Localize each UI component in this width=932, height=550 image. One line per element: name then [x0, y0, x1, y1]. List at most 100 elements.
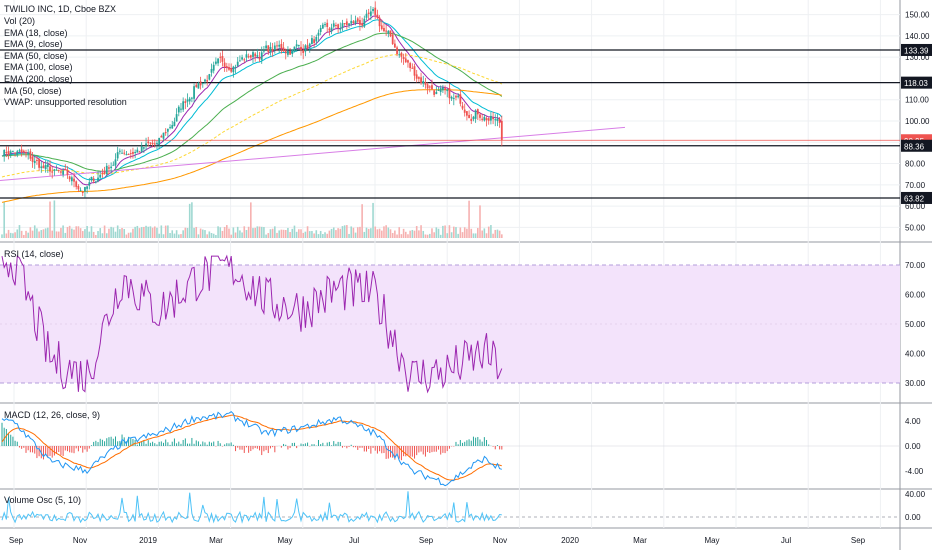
volume-bar: [376, 229, 379, 238]
volume-bar: [212, 233, 215, 238]
volume-bar: [378, 228, 381, 238]
macd-hist-bar: [457, 444, 459, 446]
macd-hist-bar: [427, 446, 429, 453]
candle-body: [199, 81, 202, 86]
candle-body: [496, 118, 499, 121]
candle-body: [267, 45, 270, 52]
macd-hist-bar: [10, 434, 12, 446]
volume-bar: [479, 205, 481, 238]
volume-bar: [215, 234, 217, 238]
volume-bar: [247, 226, 250, 238]
macd-hist-bar: [400, 446, 402, 461]
candle-body: [101, 173, 104, 175]
candle-body: [136, 149, 139, 153]
macd-hist-bar: [197, 441, 199, 446]
volume-bar: [64, 232, 67, 238]
volume-bar: [498, 230, 501, 238]
volume-bar: [5, 233, 8, 238]
volume-bar: [49, 201, 51, 238]
volume-bar: [396, 234, 398, 238]
volume-bar: [258, 226, 261, 238]
candle-body: [36, 159, 38, 161]
macd-hist-bar: [245, 446, 247, 448]
macd-tick-label: 4.00: [905, 417, 921, 426]
volume-bar: [202, 229, 204, 238]
candle-body: [210, 68, 213, 73]
candle-body: [339, 28, 342, 30]
candle-body: [304, 45, 307, 52]
volume-bar: [485, 233, 488, 238]
macd-hist-bar: [163, 442, 165, 446]
volume-bar: [295, 231, 298, 238]
candle-body: [280, 43, 283, 49]
volume-bar: [36, 228, 38, 238]
candle-body: [182, 101, 185, 110]
volume-bar: [53, 200, 56, 238]
candle-body: [369, 11, 372, 16]
volume-bar: [199, 228, 202, 238]
volume-bar: [494, 229, 497, 238]
candle-body: [407, 60, 409, 63]
time-tick-label: 2020: [561, 536, 579, 545]
macd-hist-bar: [3, 427, 5, 446]
price-axis[interactable]: 150.00140.00130.00110.00100.0090.0080.00…: [905, 11, 930, 522]
candle-body: [409, 63, 412, 69]
candle-body: [153, 143, 156, 145]
macd-hist-bar: [468, 439, 470, 446]
candle-body: [112, 164, 115, 166]
candle-body: [361, 23, 364, 26]
volume-bar: [110, 226, 112, 238]
candle-body: [156, 142, 158, 144]
macd-hist-bar: [357, 446, 359, 450]
candle-body: [437, 89, 440, 91]
time-tick-label: Sep: [851, 536, 866, 545]
macd-hist-bar: [488, 444, 490, 446]
volume-bar: [411, 229, 414, 238]
volume-bar: [75, 226, 78, 238]
volume-bar: [188, 203, 191, 238]
volume-bar: [138, 228, 141, 238]
volume-bar: [33, 225, 36, 238]
candle-body: [236, 61, 239, 67]
volume-bar: [164, 225, 167, 238]
macd-hist-bar: [376, 446, 378, 454]
legend-vol: Vol (20): [4, 16, 35, 26]
macd-hist-bar: [47, 446, 49, 457]
macd-hist-bar: [335, 443, 337, 446]
macd-hist-bar: [117, 441, 119, 446]
candle-body: [225, 66, 228, 68]
macd-hist-bar: [1, 422, 3, 446]
volume-bar: [409, 230, 411, 238]
candle-body: [160, 135, 163, 138]
candle-body: [256, 55, 259, 57]
volume-bar: [428, 233, 431, 238]
rsi-tick-label: 30.00: [905, 379, 926, 388]
candle-body: [177, 106, 180, 113]
volume-bar: [234, 232, 237, 238]
volume-bar: [287, 227, 289, 238]
candle-body: [44, 164, 47, 170]
macd-hist-bar: [224, 444, 226, 446]
horizontal-levels[interactable]: [0, 49, 900, 199]
macd-hist-bar: [252, 446, 254, 450]
candle-body: [433, 90, 436, 95]
volume-bar: [256, 226, 259, 238]
trendline[interactable]: [0, 126, 626, 182]
candle-body: [147, 141, 150, 144]
volume-bar: [219, 227, 222, 238]
candle-body: [465, 111, 468, 116]
volume-bar: [468, 200, 470, 238]
macd-hist-bar: [130, 438, 132, 446]
candle-body: [424, 81, 427, 85]
candle-body: [356, 18, 359, 22]
macd-hist-bar: [466, 440, 468, 446]
candle-body: [335, 25, 337, 27]
candle-body: [446, 89, 449, 92]
macd-hist-bar: [69, 446, 71, 453]
macd-hist-bar: [112, 438, 114, 446]
time-axis[interactable]: Sep Nov 2019 Mar May Jul Sep Nov 2020 Mar May Jul Se…: [9, 536, 866, 545]
volume-bar: [153, 226, 156, 238]
candle-body: [46, 164, 49, 167]
volume-bar: [260, 226, 263, 238]
